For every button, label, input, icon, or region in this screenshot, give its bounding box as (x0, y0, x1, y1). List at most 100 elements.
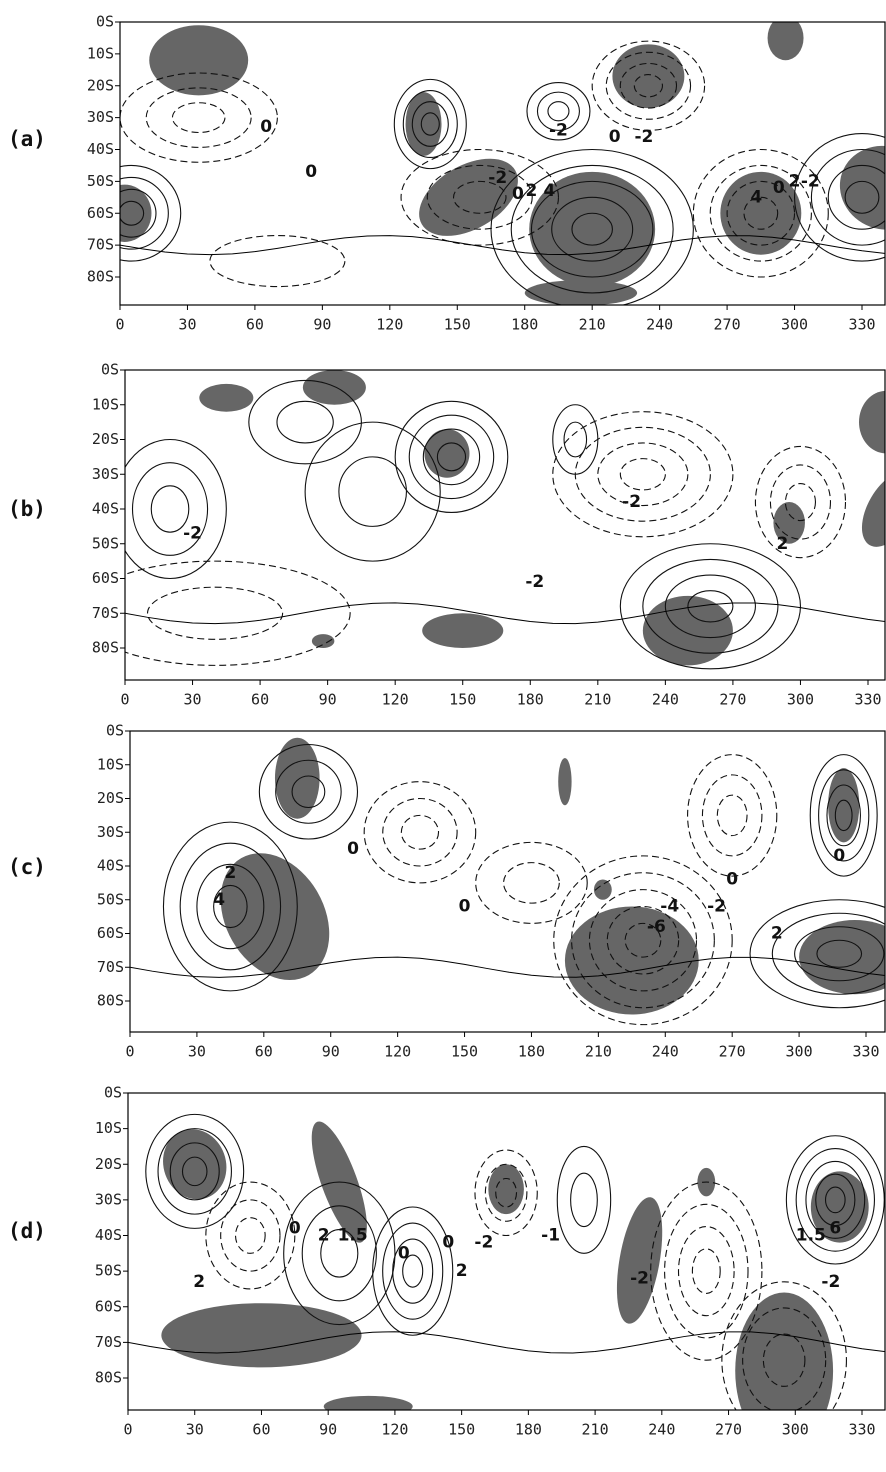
shaded-area (609, 1194, 671, 1327)
shaded-area (406, 92, 442, 156)
x-tick-label: 180 (515, 1421, 542, 1439)
contour-label: -2 (707, 897, 726, 917)
panel-label: (d) (8, 1219, 46, 1243)
contour-label: -2 (622, 492, 641, 512)
map-panel: 03060901201501802102402703003300S10S20S3… (8, 13, 886, 334)
shaded-area (859, 391, 886, 454)
y-tick-label: 10S (92, 395, 119, 413)
x-tick-label: 120 (376, 316, 403, 334)
contour-label: 0 (442, 1233, 454, 1253)
y-tick-label: 60S (97, 924, 124, 942)
x-tick-label: 60 (255, 1043, 273, 1061)
y-tick-label: 70S (95, 1333, 122, 1351)
map-panel: 03060901201501802102402703003300S10S20S3… (8, 1084, 886, 1450)
y-tick-label: 10S (87, 44, 114, 62)
contour (598, 443, 688, 506)
y-tick-label: 80S (87, 268, 114, 286)
contour (702, 775, 761, 856)
contour-label: 4 (213, 890, 225, 910)
x-tick-label: 330 (854, 691, 881, 709)
contour (557, 1146, 610, 1253)
x-tick-label: 180 (517, 691, 544, 709)
shaded-area (303, 370, 366, 405)
x-tick-label: 30 (178, 316, 196, 334)
shaded-area (799, 920, 886, 994)
y-tick-label: 50S (97, 890, 124, 908)
y-tick-label: 80S (97, 992, 124, 1010)
contour (236, 1218, 266, 1254)
x-tick-label: 90 (322, 1043, 340, 1061)
x-tick-label: 240 (652, 1043, 679, 1061)
y-tick-label: 0S (96, 13, 114, 31)
x-tick-label: 60 (246, 316, 264, 334)
x-tick-label: 240 (648, 1421, 675, 1439)
map-body (128, 1114, 886, 1449)
x-tick-label: 120 (382, 691, 409, 709)
y-tick-label: 40S (97, 857, 124, 875)
y-tick-label: 60S (95, 1297, 122, 1315)
contour (206, 1182, 295, 1289)
contour (148, 587, 283, 639)
panel-label: (c) (8, 855, 46, 879)
contour-label: -2 (525, 572, 544, 592)
contour (277, 401, 333, 443)
x-tick-label: 30 (186, 1421, 204, 1439)
x-tick-label: 0 (120, 691, 129, 709)
y-tick-label: 60S (87, 204, 114, 222)
contour (364, 782, 476, 883)
contour (373, 1207, 453, 1335)
contour-label: -4 (660, 897, 679, 917)
contour-label: 2 (789, 171, 801, 191)
coastline (125, 603, 886, 624)
contour (172, 103, 224, 133)
x-tick-label: 300 (787, 691, 814, 709)
shaded-area (850, 462, 886, 557)
y-tick-label: 50S (95, 1262, 122, 1280)
y-tick-label: 30S (87, 108, 114, 126)
y-tick-label: 40S (92, 500, 119, 518)
x-tick-label: 330 (848, 316, 875, 334)
contour (553, 412, 733, 537)
x-tick-label: 270 (715, 1421, 742, 1439)
shaded-area (312, 634, 335, 648)
contour-label: -2 (183, 523, 202, 543)
y-tick-label: 70S (97, 958, 124, 976)
x-tick-label: 150 (448, 1421, 475, 1439)
y-tick-label: 50S (92, 534, 119, 552)
contour (620, 459, 665, 490)
y-tick-label: 0S (104, 1084, 122, 1102)
x-tick-label: 120 (384, 1043, 411, 1061)
contour-label: -2 (801, 171, 820, 191)
y-tick-label: 70S (87, 236, 114, 254)
y-tick-label: 80S (95, 1369, 122, 1387)
x-tick-label: 150 (449, 691, 476, 709)
contour-label: 0 (459, 897, 471, 917)
contour-label: -2 (474, 1233, 493, 1253)
map-body (82, 16, 886, 309)
contour (146, 88, 251, 148)
contour (692, 1249, 720, 1294)
x-tick-label: 0 (123, 1421, 132, 1439)
shaded-area (324, 1396, 413, 1417)
y-tick-label: 30S (97, 823, 124, 841)
x-tick-label: 150 (444, 316, 471, 334)
contour (717, 795, 747, 836)
y-tick-label: 10S (95, 1119, 122, 1137)
contour-label: 2 (777, 534, 789, 554)
shaded-area (149, 25, 248, 95)
shaded-area (558, 758, 571, 805)
contour-label: 4 (750, 187, 762, 207)
x-tick-label: 210 (584, 691, 611, 709)
shaded-area (422, 613, 503, 648)
contour-label: 4 (544, 181, 556, 201)
x-tick-label: 270 (719, 691, 746, 709)
contour (575, 427, 710, 521)
contour-label: -1 (541, 1226, 560, 1246)
contour-label: -6 (647, 917, 666, 937)
shaded-area (153, 1120, 236, 1208)
contour-label: -2 (821, 1272, 840, 1292)
contour-label: 2 (526, 181, 538, 201)
contour-label: 2 (456, 1261, 468, 1281)
contour (504, 863, 560, 904)
x-tick-label: 270 (714, 316, 741, 334)
